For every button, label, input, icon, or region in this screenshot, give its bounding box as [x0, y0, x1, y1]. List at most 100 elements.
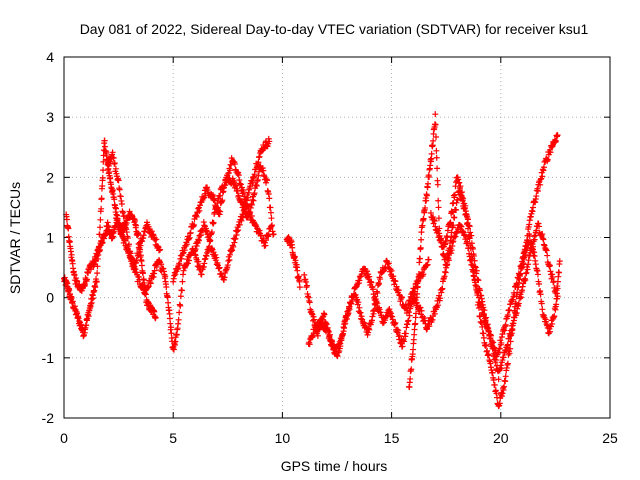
data-point	[553, 295, 560, 302]
data-point	[266, 138, 273, 145]
x-tick-label: 20	[493, 430, 509, 446]
data-point	[177, 302, 184, 309]
data-point	[151, 267, 158, 274]
data-point	[412, 296, 419, 303]
data-point	[192, 246, 199, 253]
data-point	[480, 304, 487, 311]
data-point	[491, 381, 498, 388]
data-point	[228, 161, 235, 168]
data-point	[536, 280, 543, 287]
data-point	[217, 192, 224, 199]
data-point	[449, 209, 456, 216]
data-point	[489, 369, 496, 376]
data-point	[412, 310, 419, 317]
data-point	[552, 137, 559, 144]
data-point	[518, 294, 525, 301]
data-point	[471, 257, 478, 264]
data-point	[158, 261, 165, 268]
data-point	[212, 251, 219, 258]
data-point	[83, 276, 90, 283]
data-point	[556, 258, 563, 265]
data-point	[226, 167, 233, 174]
data-point	[434, 165, 441, 172]
data-point	[98, 205, 105, 212]
data-point	[554, 132, 561, 139]
data-point	[465, 245, 472, 252]
data-point	[435, 302, 442, 309]
data-point	[114, 217, 121, 224]
data-point	[472, 264, 479, 271]
data-point	[435, 227, 442, 234]
data-point	[242, 196, 249, 203]
data-point	[135, 252, 142, 259]
series-trace-a	[61, 137, 159, 340]
data-point	[152, 314, 159, 321]
data-point	[495, 376, 502, 383]
data-point	[85, 313, 92, 320]
data-point	[186, 257, 193, 264]
data-point	[462, 202, 469, 209]
data-point	[481, 307, 488, 314]
data-point	[176, 309, 183, 316]
data-point	[91, 261, 98, 268]
data-point	[216, 264, 223, 271]
data-point	[294, 267, 301, 274]
data-point	[376, 280, 383, 287]
data-point	[296, 278, 303, 285]
data-point	[301, 271, 308, 278]
data-point	[97, 216, 104, 223]
data-point	[178, 287, 185, 294]
data-point	[124, 235, 131, 242]
data-point	[414, 283, 421, 290]
data-point	[534, 188, 541, 195]
data-point	[491, 344, 498, 351]
data-point	[526, 232, 533, 239]
data-point	[415, 271, 422, 278]
data-point	[504, 341, 511, 348]
data-point	[97, 224, 104, 231]
data-point	[498, 339, 505, 346]
data-point	[450, 199, 457, 206]
data-point	[487, 332, 494, 339]
data-point	[334, 353, 341, 360]
data-point	[303, 282, 310, 289]
data-point	[502, 373, 509, 380]
data-point	[418, 236, 425, 243]
data-point	[153, 263, 160, 270]
data-point	[447, 219, 454, 226]
data-point	[190, 222, 197, 228]
data-point	[167, 320, 174, 327]
data-point	[399, 343, 406, 350]
data-point	[68, 251, 75, 258]
data-point	[66, 238, 73, 245]
data-point	[177, 293, 184, 300]
data-point	[270, 231, 277, 238]
data-point	[111, 196, 118, 203]
data-point	[540, 236, 547, 243]
data-point	[232, 182, 239, 189]
data-point	[484, 321, 491, 328]
data-point	[374, 290, 381, 297]
data-point	[266, 195, 273, 202]
data-point	[426, 173, 433, 180]
data-point	[325, 328, 332, 335]
data-point	[96, 231, 103, 238]
data-point	[121, 212, 128, 219]
data-point	[530, 204, 537, 211]
data-point	[145, 283, 152, 290]
data-point	[460, 195, 467, 202]
data-point	[208, 229, 215, 236]
data-point	[430, 137, 437, 144]
series-trace-k	[427, 174, 563, 360]
data-point	[138, 262, 145, 269]
data-point	[546, 328, 553, 335]
data-point	[237, 181, 244, 188]
data-point	[147, 280, 154, 287]
data-point	[496, 345, 503, 352]
data-point	[133, 222, 140, 229]
data-point	[210, 219, 217, 226]
data-point	[145, 223, 152, 230]
data-point	[355, 299, 362, 306]
data-point	[135, 231, 142, 238]
series-trace-h	[305, 257, 417, 353]
